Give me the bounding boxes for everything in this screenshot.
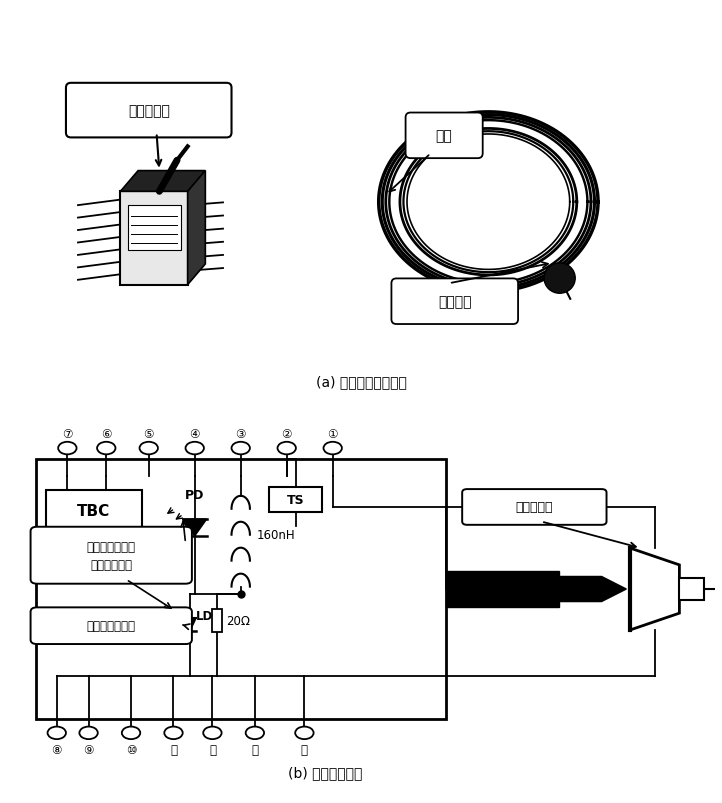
FancyBboxPatch shape [406,113,483,159]
Text: ⑩: ⑩ [126,743,136,756]
Circle shape [544,263,575,294]
Circle shape [323,442,342,454]
Text: (a) 激光发送器的外形: (a) 激光发送器的外形 [316,375,406,389]
Circle shape [97,442,116,454]
Circle shape [232,442,250,454]
Text: 光纤接头: 光纤接头 [438,295,471,309]
Text: ⑪: ⑪ [170,743,177,756]
Text: ③: ③ [235,427,246,441]
Text: TBC: TBC [77,503,110,519]
Text: ⑧: ⑧ [51,743,62,756]
Text: (b) 激光发送电路: (b) 激光发送电路 [288,766,363,780]
Text: 160nH: 160nH [256,528,295,541]
Circle shape [122,727,140,740]
Text: 激光束信号: 激光束信号 [516,501,553,514]
Circle shape [295,727,313,740]
Text: ⑭: ⑭ [301,743,308,756]
Circle shape [245,727,264,740]
FancyBboxPatch shape [66,84,232,138]
Bar [212,609,222,633]
FancyArrow shape [559,577,627,601]
Text: ⑬: ⑬ [251,743,258,756]
Polygon shape [183,618,196,632]
FancyBboxPatch shape [30,608,192,644]
Polygon shape [128,206,180,251]
FancyBboxPatch shape [391,279,518,324]
Circle shape [277,442,296,454]
Circle shape [203,727,222,740]
Circle shape [79,727,97,740]
Text: ④: ④ [189,427,200,441]
Bar [35,459,446,719]
Text: 光纤: 光纤 [436,129,453,143]
Text: 20Ω: 20Ω [226,614,250,628]
Text: ①: ① [328,427,338,441]
Text: LD: LD [196,609,214,622]
Text: ⑤: ⑤ [144,427,154,441]
Text: ⑫: ⑫ [209,743,216,756]
Bar [679,579,704,600]
Text: PD: PD [185,488,204,501]
Polygon shape [183,520,206,536]
Polygon shape [121,171,205,192]
FancyBboxPatch shape [30,527,192,584]
Text: ⑨: ⑨ [83,743,94,756]
Text: ⑥: ⑥ [101,427,111,441]
Circle shape [186,442,204,454]
Text: ②: ② [282,427,292,441]
Bar [269,487,322,512]
Polygon shape [630,548,679,630]
Text: ⑦: ⑦ [62,427,73,441]
Circle shape [139,442,158,454]
Circle shape [48,727,66,740]
Bar [46,491,142,532]
Bar [446,571,559,608]
Polygon shape [188,171,205,285]
Text: 激光发送器: 激光发送器 [128,104,170,118]
Text: 激光发送二极管: 激光发送二极管 [87,619,136,633]
Text: 光敏检测二极管
检测激光功率: 光敏检测二极管 检测激光功率 [87,540,136,571]
Circle shape [58,442,77,454]
Polygon shape [121,192,188,285]
FancyBboxPatch shape [462,490,606,525]
Text: TS: TS [287,493,305,506]
Circle shape [165,727,183,740]
